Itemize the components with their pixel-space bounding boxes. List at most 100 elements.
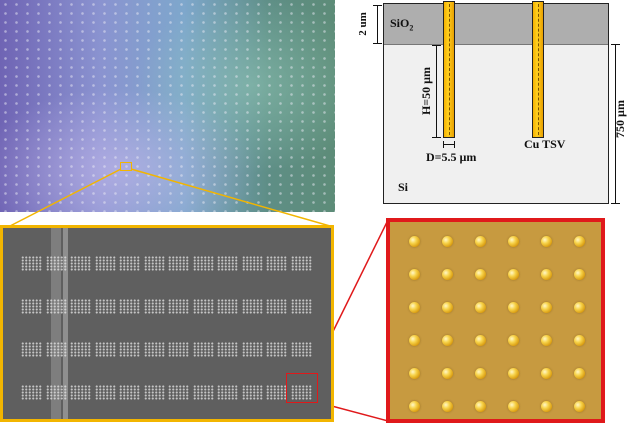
tsv-via-dot [508,368,519,379]
tsv-via-dot [409,368,420,379]
tsv-via-dot [442,236,453,247]
sem-via-cell [119,385,140,400]
sem-via-cell [21,256,42,271]
oxide-dimension-tick-top [373,5,382,6]
tsv-via-dot [475,236,486,247]
wafer-photo [0,0,335,212]
sem-via-cell [192,256,214,271]
wafer-thickness-tick-top [611,44,620,45]
sem-via-cell [266,385,287,400]
tsv-via-dot [409,236,420,247]
tsv-via-dot [442,335,453,346]
sem-image [0,225,334,422]
sem-via-cell [143,299,165,314]
sem-via-cell [70,385,91,400]
tsv-via-dot [541,302,552,313]
tsv-via-dot [475,368,486,379]
tsv-via-dot [574,236,585,247]
oxide-dimension-line [377,5,378,43]
sem-via-cell [217,342,238,357]
tsv-via-dot [541,236,552,247]
tsv-via-dot [508,302,519,313]
height-dimension-tick-top [432,45,441,46]
sem-via-cell [217,256,238,271]
sem-via-cell [168,385,189,400]
oxide-dimension-tick-bottom [373,43,382,44]
sem-via-cell [21,299,42,314]
sem-via-cell [21,385,42,400]
sem-via-cell [119,256,140,271]
sem-via-cell [241,299,263,314]
sem-via-cell [94,342,116,357]
sem-via-cell [290,299,312,314]
tsv-via-dot [475,401,486,412]
si-label: Si [398,180,409,194]
sem-via-cell [168,342,189,357]
sem-via-cell [217,299,238,314]
height-dimension-tick-bottom [432,137,441,138]
via-height-label: H=50 µm [419,66,433,116]
sem-via-cell [45,299,67,314]
sem-via-cell [241,256,263,271]
tsv-via-dot [541,368,552,379]
tsv-via-left [443,1,455,138]
sio2-label: SiO2 [390,16,414,33]
sem-via-cell [94,256,116,271]
sem-via-cell [143,385,165,400]
tsv-via-right [532,1,544,138]
wafer-die-pattern [0,0,335,212]
wafer-zoom-box [120,162,132,171]
height-dimension-line [436,45,437,138]
tsv-via-dot [442,401,453,412]
sem-zoom-box [286,373,318,403]
tsv-via-dot [574,302,585,313]
optical-micrograph [386,218,605,423]
sem-via-cell [266,256,287,271]
diameter-dimension-tick-right [454,141,455,148]
sem-via-cell [70,342,91,357]
cu-tsv-label: Cu TSV [524,137,566,151]
wafer-thickness-tick-bottom [611,203,620,204]
sem-via-cell [119,342,140,357]
sem-via-cell [266,299,287,314]
sem-via-cell [168,299,189,314]
tsv-via-dot [442,269,453,280]
sem-via-cell [45,385,67,400]
tsv-via-dot [442,368,453,379]
sem-via-cell [217,385,238,400]
via-diameter-label: D=5.5 µm [426,150,477,164]
tsv-via-dot [541,335,552,346]
diameter-dimension-tick-left [443,141,444,148]
sem-via-cell [290,342,312,357]
sem-via-cell [45,256,67,271]
sem-via-cell [70,256,91,271]
tsv-via-dot [442,302,453,313]
tsv-via-dot [508,401,519,412]
tsv-via-dot [541,269,552,280]
sem-via-cell [143,342,165,357]
tsv-via-dot [409,269,420,280]
tsv-via-dot [475,335,486,346]
sem-via-cell [192,299,214,314]
tsv-via-dot [508,236,519,247]
tsv-via-dot [574,368,585,379]
sio2-layer [384,4,608,45]
sem-via-cell [290,256,312,271]
sem-via-cell [290,385,312,400]
tsv-via-dot [574,269,585,280]
sem-via-cell [70,299,91,314]
sem-via-cell [21,342,42,357]
tsv-via-dot [409,302,420,313]
wafer-thickness-dimension-line [615,44,616,204]
tsv-via-dot [409,335,420,346]
sem-bright-band [51,228,61,419]
wafer-thickness-label: 750 µm [613,100,627,138]
sem-via-cell [94,385,116,400]
sem-bright-band-2 [63,228,68,419]
tsv-via-dot [574,401,585,412]
sem-via-cell [241,385,263,400]
sem-via-cell [168,256,189,271]
tsv-via-dot [508,269,519,280]
oxide-thickness-label: 2 um [357,12,369,36]
tsv-schematic: SiO2 Si H=50 µm D=5.5 µm Cu TSV [383,1,609,204]
